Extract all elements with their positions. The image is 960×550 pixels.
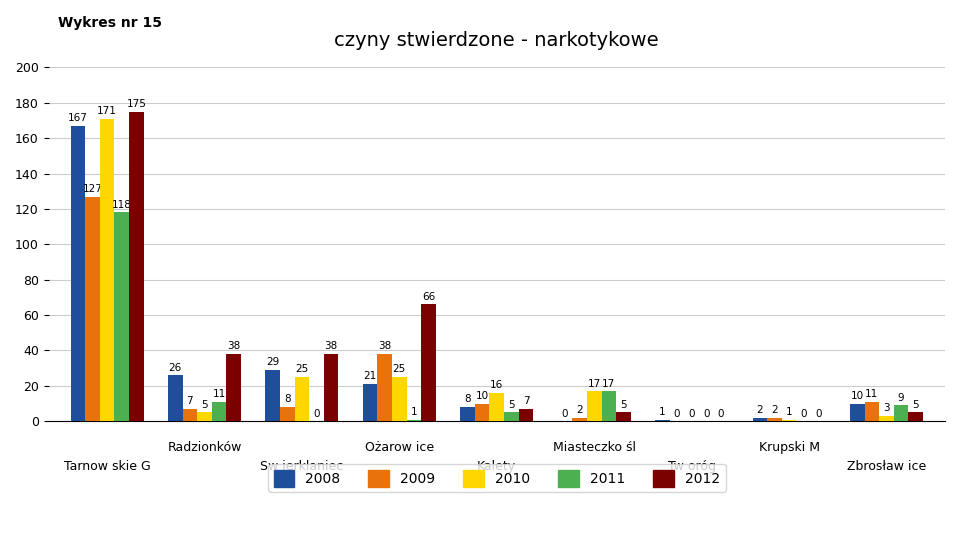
Bar (602, 391, 616, 421)
Text: Zbrosław ice: Zbrosław ice (847, 460, 926, 473)
Bar (767, 418, 781, 421)
Text: 167: 167 (68, 113, 87, 123)
Bar (865, 402, 879, 421)
Text: Tw oróg: Tw oróg (667, 460, 715, 473)
Text: 11: 11 (865, 389, 878, 399)
Text: 118: 118 (111, 200, 132, 210)
Bar (114, 212, 129, 421)
Text: 0: 0 (562, 409, 568, 419)
Bar (295, 377, 309, 421)
Bar (100, 119, 114, 421)
Bar (392, 377, 407, 421)
Text: 5: 5 (508, 400, 515, 410)
Bar (407, 420, 421, 421)
Text: 5: 5 (620, 400, 627, 410)
Text: 10: 10 (475, 391, 489, 401)
Bar (197, 412, 212, 421)
Text: 26: 26 (169, 362, 181, 372)
Bar (227, 354, 241, 421)
Text: 25: 25 (393, 365, 406, 375)
Bar (781, 420, 797, 421)
Bar (182, 409, 197, 421)
Text: 5: 5 (202, 400, 207, 410)
Bar (421, 305, 436, 421)
Bar (475, 404, 490, 421)
Text: 0: 0 (313, 409, 320, 419)
Text: 16: 16 (491, 380, 503, 390)
Text: 2: 2 (576, 405, 583, 415)
Text: 0: 0 (703, 409, 709, 419)
Bar (129, 112, 144, 421)
Bar (572, 418, 587, 421)
Text: 8: 8 (465, 394, 471, 404)
Bar (504, 412, 518, 421)
Bar (753, 418, 767, 421)
Text: 9: 9 (898, 393, 904, 403)
Bar (85, 196, 100, 421)
Text: 25: 25 (296, 365, 308, 375)
Bar (212, 402, 227, 421)
Text: 1: 1 (660, 407, 665, 417)
Text: 66: 66 (422, 292, 435, 302)
Text: 38: 38 (324, 342, 338, 351)
Text: Sw ierklaniec: Sw ierklaniec (260, 460, 344, 473)
Bar (587, 391, 602, 421)
Title: czyny stwierdzone - narkotykowe: czyny stwierdzone - narkotykowe (334, 31, 660, 51)
Text: 3: 3 (883, 403, 890, 413)
Text: 7: 7 (186, 396, 193, 406)
Text: 11: 11 (212, 389, 226, 399)
Text: 38: 38 (228, 342, 240, 351)
Text: Ożarow ice: Ożarow ice (365, 441, 434, 454)
Text: 29: 29 (266, 358, 279, 367)
Bar (908, 412, 924, 421)
Text: 21: 21 (364, 371, 376, 382)
Text: Radzionków: Radzionków (167, 441, 242, 454)
Text: 1: 1 (786, 407, 792, 417)
Text: 7: 7 (522, 396, 529, 406)
Bar (460, 407, 475, 421)
Text: Miasteczko śl: Miasteczko śl (553, 441, 636, 454)
Bar (70, 126, 85, 421)
Text: 10: 10 (851, 391, 864, 401)
Text: 0: 0 (801, 409, 807, 419)
Bar (655, 420, 670, 421)
Bar (850, 404, 865, 421)
Bar (265, 370, 280, 421)
Text: 8: 8 (284, 394, 291, 404)
Text: 2: 2 (756, 405, 763, 415)
Text: 2: 2 (771, 405, 778, 415)
Text: 38: 38 (378, 342, 392, 351)
Bar (490, 393, 504, 421)
Text: 17: 17 (602, 378, 615, 388)
Legend: 2008, 2009, 2010, 2011, 2012: 2008, 2009, 2010, 2011, 2012 (268, 464, 726, 492)
Bar (518, 409, 534, 421)
Text: 0: 0 (815, 409, 822, 419)
Text: 0: 0 (688, 409, 695, 419)
Text: 127: 127 (83, 184, 103, 194)
Bar (616, 412, 631, 421)
Bar (363, 384, 377, 421)
Text: 171: 171 (97, 106, 117, 116)
Text: 17: 17 (588, 378, 601, 388)
Text: Wykres nr 15: Wykres nr 15 (58, 16, 161, 30)
Text: Tarnow skie G: Tarnow skie G (63, 460, 151, 473)
Text: 0: 0 (674, 409, 681, 419)
Text: Kalety: Kalety (477, 460, 516, 473)
Bar (324, 354, 339, 421)
Text: 1: 1 (411, 407, 418, 417)
Bar (894, 405, 908, 421)
Bar (280, 407, 295, 421)
Text: 175: 175 (127, 99, 146, 109)
Text: 0: 0 (718, 409, 724, 419)
Bar (168, 375, 182, 421)
Bar (377, 354, 392, 421)
Bar (879, 416, 894, 421)
Text: Krupski M: Krupski M (758, 441, 820, 454)
Text: 5: 5 (912, 400, 919, 410)
